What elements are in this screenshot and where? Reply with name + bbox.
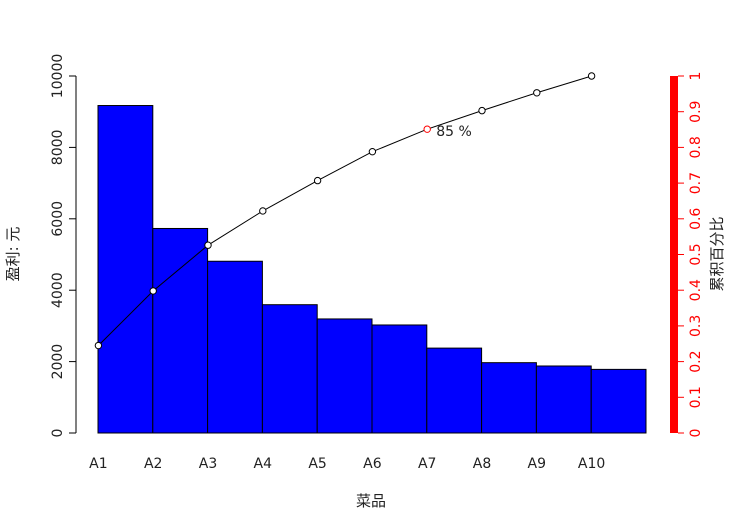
x-axis-title: 菜品 [356,492,386,510]
cumulative-point-A3 [204,241,212,249]
bar-A2 [152,227,209,434]
bar-A9 [535,365,592,434]
left-axis-tick-label: 6000 [50,201,66,237]
right-axis-tick-label: 0.9 [688,101,704,123]
right-y-axis-title: 累积百分比 [708,216,726,291]
cumulative-point-A2 [149,287,157,295]
right-axis-tick-label: 0 [688,429,704,438]
x-tick-label-A5: A5 [308,456,326,472]
left-axis-tick-label: 0 [50,429,66,438]
cumulative-point-A9 [533,89,541,97]
right-axis-tick-label: 0.5 [688,243,704,265]
cumulative-point-A10 [587,72,596,80]
x-tick-label-A3: A3 [199,456,217,472]
cumulative-threshold-label: 85 % [436,124,472,140]
right-axis-tick-label: 0.6 [688,208,704,230]
cumulative-point-A5 [313,176,322,185]
bar-A3 [207,260,263,434]
right-axis-tick-label: 0.7 [688,172,704,194]
bar-A7 [426,347,483,434]
right-axis-tick-label: 0.4 [688,279,704,301]
left-y-axis: 0 2000 4000 6000 8000 10000 [50,54,77,438]
right-axis-line [670,76,678,433]
cumulative-point-A8 [478,106,486,115]
left-axis-tick-label: 2000 [50,344,66,380]
left-axis-tick-label: 8000 [50,130,66,166]
bar-A6 [371,324,428,434]
x-axis-tick-labels: A1 A2 A3 A4 A5 A6 A7 A8 A9 A10 [89,456,605,472]
bar-A8 [481,362,537,434]
cumulative-point-A1 [94,341,103,350]
x-tick-label-A7: A7 [418,456,436,472]
x-tick-label-A6: A6 [363,456,382,472]
bars-group [97,105,647,434]
cumulative-line [98,75,592,346]
cumulative-line-group [94,72,596,350]
cumulative-point-A6 [368,147,377,156]
x-tick-label-A10: A10 [578,456,605,472]
cumulative-point-A4 [259,207,267,215]
left-y-axis-title: 盈利: 元 [4,227,22,282]
right-axis-tick-label: 1 [688,72,704,81]
bar-A5 [316,318,373,434]
right-y-axis: 0 0.1 0.2 0.3 0.4 0.5 0.6 0.7 0.8 0.9 1 [670,72,704,438]
right-axis-tick-label: 0.3 [688,315,704,337]
x-tick-label-A9: A9 [528,456,546,472]
bar-A10 [590,368,647,434]
x-tick-label-A2: A2 [144,456,162,472]
bar-A4 [261,304,318,434]
right-axis-tick-label: 0.8 [688,136,704,158]
x-tick-label-A8: A8 [473,456,491,472]
right-axis-tick-label: 0.1 [688,386,704,408]
left-axis-tick-label: 4000 [50,272,66,308]
x-tick-label-A4: A4 [254,456,273,472]
cumulative-point-A7 [423,125,431,133]
x-tick-label-A1: A1 [89,456,107,472]
left-axis-tick-label: 10000 [50,54,66,99]
bar-A1 [97,105,154,434]
right-axis-tick-label: 0.2 [688,350,704,372]
